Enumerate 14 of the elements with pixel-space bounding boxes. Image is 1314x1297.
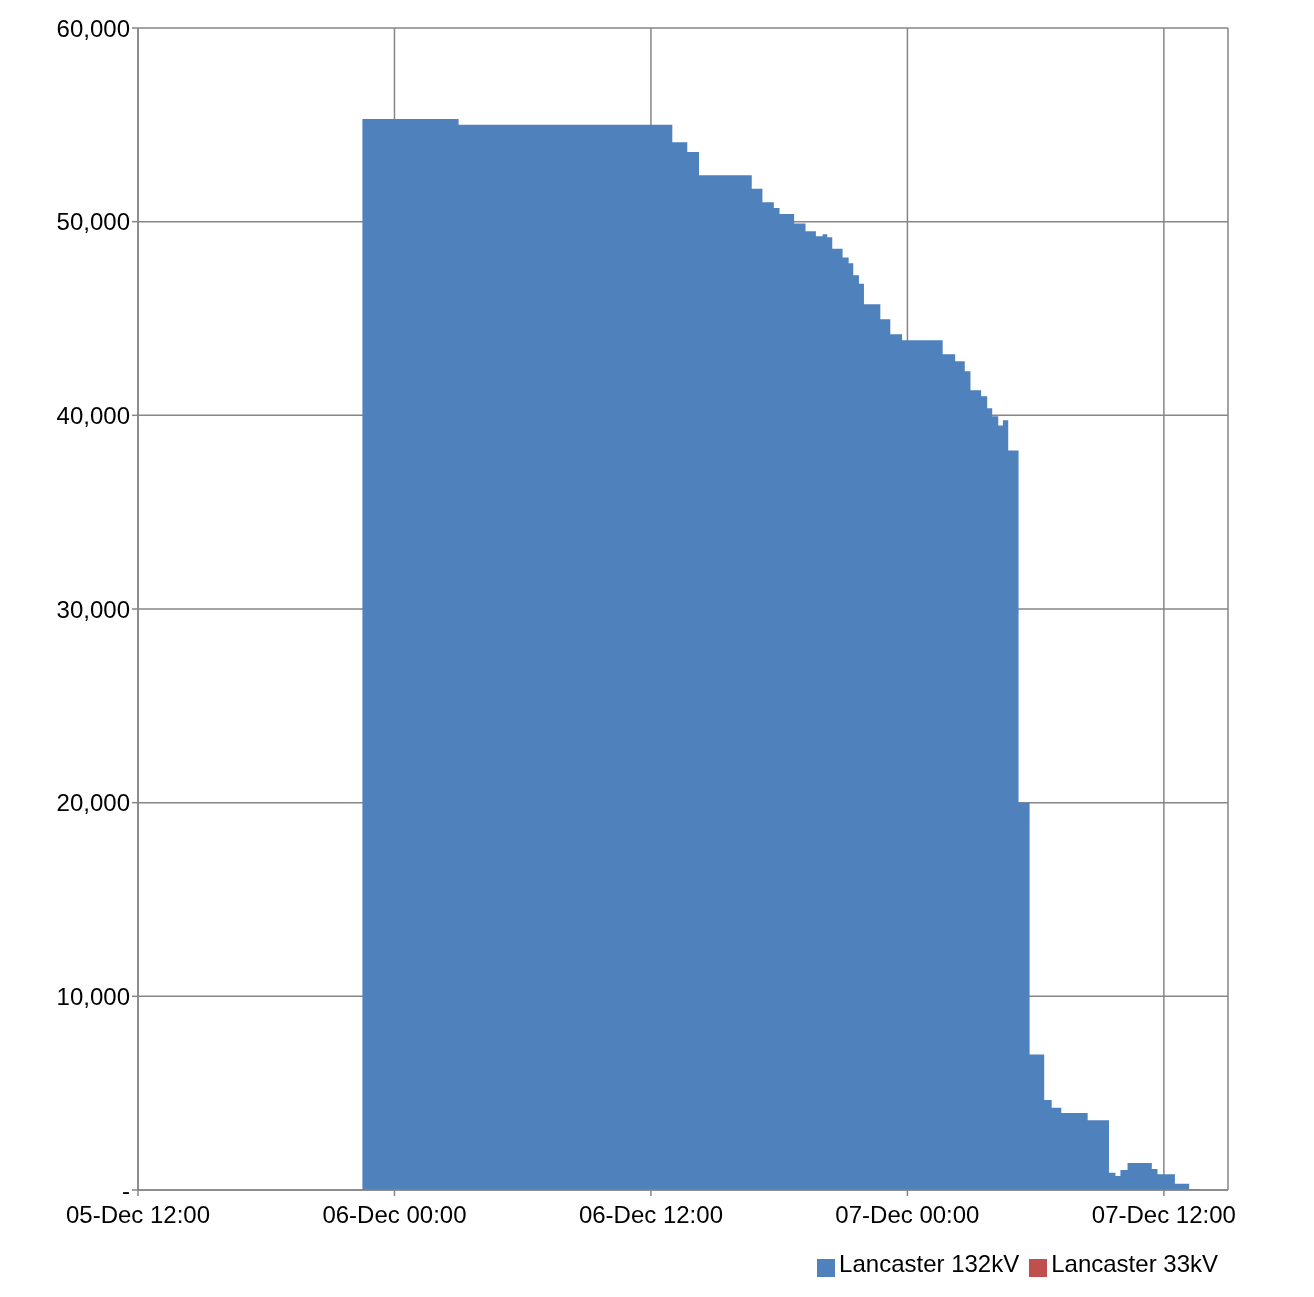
y-tick-label: 40,000 [56, 401, 130, 429]
x-tick-label: 06-Dec 00:00 [322, 1201, 467, 1229]
x-tick-label: 07-Dec 12:00 [1091, 1201, 1236, 1229]
x-tick-label: 06-Dec 12:00 [578, 1201, 723, 1229]
legend-label: Lancaster 132kV [839, 1250, 1020, 1277]
y-tick-label: 10,000 [56, 982, 130, 1010]
y-tick-label: 50,000 [56, 208, 130, 236]
y-tick-label: 20,000 [56, 789, 130, 817]
x-tick-label: 05-Dec 12:00 [65, 1201, 211, 1229]
y-tick-label: 60,000 [56, 14, 130, 42]
y-tick-label: - [122, 1176, 130, 1204]
x-tick-label: 07-Dec 00:00 [835, 1201, 980, 1229]
y-tick-label: 30,000 [56, 595, 130, 623]
legend-label: Lancaster 33kV [1051, 1250, 1218, 1277]
